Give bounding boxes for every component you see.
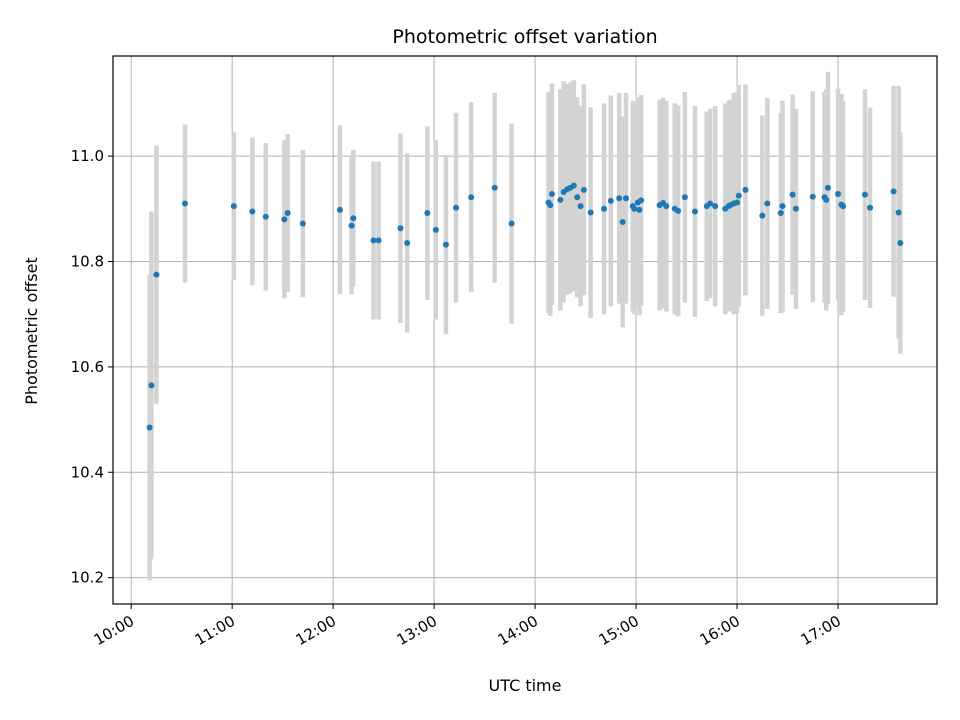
data-point [734,199,741,206]
data-point [742,186,749,193]
data-point [547,202,554,209]
data-point [601,205,608,212]
data-point [840,203,847,210]
data-point [897,240,904,247]
data-point [735,192,742,199]
data-point [619,218,626,225]
data-point [835,191,842,198]
data-point [468,194,475,201]
data-point [370,237,377,244]
data-point [181,200,188,207]
data-point [148,382,155,389]
data-point [862,191,869,198]
y-tick-label: 10.8 [71,253,104,271]
y-tick-label: 10.2 [71,569,104,587]
data-point [230,203,237,210]
data-point [764,200,771,207]
data-point [375,237,382,244]
data-point [675,207,682,214]
data-point [890,188,897,195]
y-axis-label: Photometric offset [22,257,41,405]
data-point [792,205,799,212]
data-point [681,194,688,201]
data-point [284,210,291,217]
data-point [824,184,831,191]
data-point [580,186,587,193]
data-point [548,191,555,198]
data-point [432,226,439,233]
data-point [779,203,786,210]
data-point [146,424,153,431]
data-point [895,209,902,216]
data-point [281,216,288,223]
data-point [442,241,449,248]
data-point [397,225,404,232]
y-tick-label: 10.6 [71,358,104,376]
data-point [404,240,411,247]
data-point [348,222,355,229]
data-point [262,213,269,220]
data-point [570,182,577,189]
x-axis-label: UTC time [489,676,562,695]
data-point [777,210,784,217]
data-points [146,182,904,431]
chart-title: Photometric offset variation [392,26,657,48]
data-point [691,208,698,215]
data-point [153,271,160,278]
data-point [574,194,581,201]
data-point [631,205,638,212]
data-point [622,195,629,202]
data-point [607,197,614,204]
y-axis: 10.2 10.4 10.6 10.8 11.0 [71,147,113,587]
data-point [823,196,830,203]
y-tick-label: 11.0 [71,147,104,165]
data-point [350,215,357,222]
plot-frame [112,55,938,605]
data-point [663,203,670,210]
data-point [491,184,498,191]
data-point [557,196,564,203]
y-tick-label: 10.4 [71,463,104,481]
data-point [424,210,431,217]
data-point [809,193,816,200]
data-point [636,206,643,213]
data-point [299,220,306,227]
data-point [712,203,719,210]
data-point [508,220,515,227]
data-point [577,203,584,210]
data-point [867,204,874,211]
data-point [249,208,256,215]
data-point [587,209,594,216]
data-point [336,206,343,213]
data-point [789,191,796,198]
data-point [453,204,460,211]
data-point [759,212,766,219]
data-point [638,197,645,204]
data-point [616,195,623,202]
data-point [707,200,714,207]
